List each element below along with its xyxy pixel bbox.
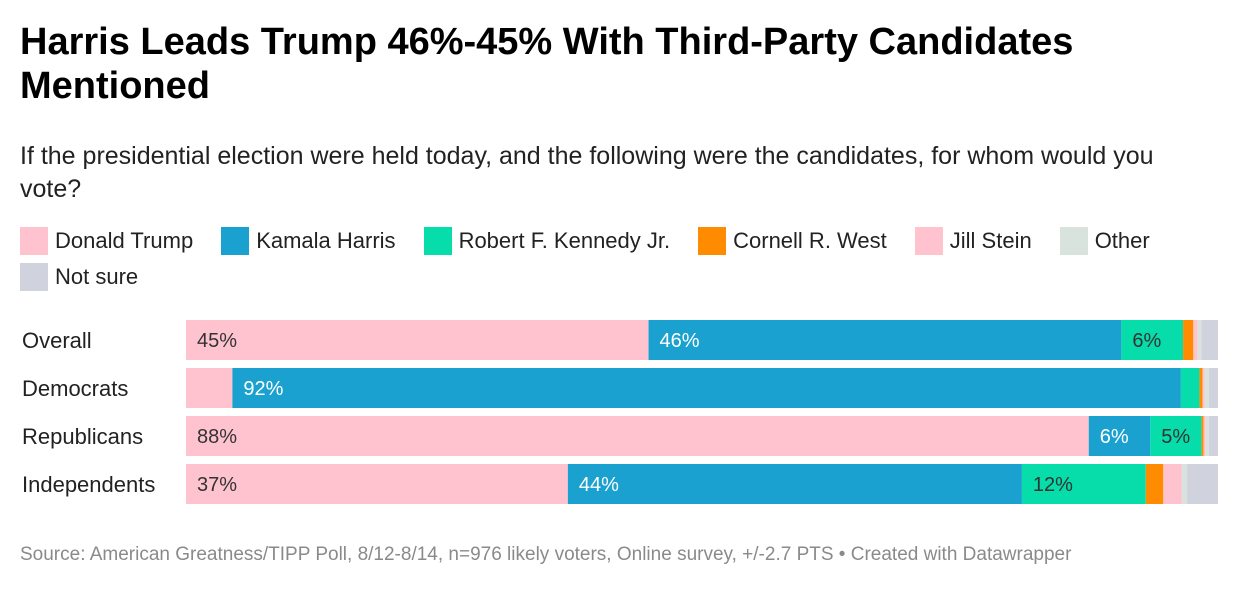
data-label: 6% bbox=[1100, 426, 1129, 448]
bar-segment bbox=[1202, 368, 1205, 408]
data-label: 12% bbox=[1033, 474, 1073, 496]
bar-segment bbox=[1181, 464, 1188, 504]
legend-swatch bbox=[20, 263, 48, 291]
data-label: 92% bbox=[243, 378, 283, 400]
legend-item: Robert F. Kennedy Jr. bbox=[423, 226, 671, 256]
bar-segment bbox=[186, 368, 233, 408]
legend: Donald Trump Kamala Harris Robert F. Kenne… bbox=[20, 226, 1220, 292]
legend-label: Donald Trump bbox=[55, 228, 194, 253]
data-label: 37% bbox=[197, 474, 237, 496]
legend-swatch bbox=[914, 227, 943, 255]
bar-segment bbox=[1197, 320, 1202, 360]
legend-item: Not sure bbox=[20, 262, 138, 292]
category-label: Independents bbox=[22, 472, 155, 497]
legend-swatch bbox=[1059, 227, 1088, 255]
bar-segment bbox=[648, 320, 1122, 360]
category-label: Overall bbox=[22, 328, 92, 353]
bar-segment bbox=[1187, 464, 1218, 504]
legend-label: Robert F. Kennedy Jr. bbox=[458, 228, 671, 253]
data-label: 44% bbox=[579, 474, 619, 496]
bar-segment bbox=[232, 368, 1181, 408]
legend-label: Other bbox=[1094, 228, 1150, 253]
bar-segment bbox=[1193, 320, 1198, 360]
stacked-bar-chart: Overall 45% 46% 6% Democrats 92% Republicans 88… bbox=[22, 320, 1218, 504]
bar-segment bbox=[1201, 416, 1204, 456]
bar-segment bbox=[1021, 464, 1146, 504]
legend-item: Jill Stein bbox=[914, 226, 1032, 256]
legend-item: Donald Trump bbox=[20, 226, 193, 256]
chart-title: Harris Leads Trump 46%-45% With Third-Pa… bbox=[20, 21, 1074, 107]
bar-segment bbox=[1208, 368, 1218, 408]
bar-segment bbox=[1121, 320, 1184, 360]
bar-segment bbox=[1145, 464, 1164, 504]
data-label: 46% bbox=[660, 330, 700, 352]
bar-segment bbox=[1180, 368, 1200, 408]
bar-segment bbox=[567, 464, 1022, 504]
bar-segment bbox=[1203, 416, 1206, 456]
bar-segment bbox=[186, 320, 649, 360]
category-label: Democrats bbox=[22, 376, 128, 401]
data-label: 6% bbox=[1132, 330, 1161, 352]
legend-item: Kamala Harris bbox=[221, 226, 396, 256]
source-note: Source: American Greatness/TIPP Poll, 8/… bbox=[20, 544, 1072, 565]
category-label: Republicans bbox=[22, 424, 143, 449]
bar-segment bbox=[1201, 320, 1218, 360]
bar-segment bbox=[1205, 416, 1209, 456]
legend-label: Jill Stein bbox=[949, 228, 1032, 253]
bar-segment bbox=[1150, 416, 1202, 456]
legend-swatch bbox=[221, 227, 250, 255]
data-label: 5% bbox=[1161, 426, 1190, 448]
bar-segment bbox=[186, 464, 568, 504]
data-label: 88% bbox=[197, 426, 237, 448]
legend-swatch bbox=[423, 227, 452, 255]
chart-subtitle: If the presidential election were held t… bbox=[20, 142, 1154, 203]
bar-segment bbox=[1163, 464, 1182, 504]
bar-segment bbox=[1199, 368, 1203, 408]
legend-swatch bbox=[698, 227, 727, 255]
legend-label: Kamala Harris bbox=[256, 228, 396, 253]
legend-swatch bbox=[20, 227, 48, 255]
legend-item: Cornell R. West bbox=[698, 226, 887, 256]
legend-label: Not sure bbox=[55, 264, 139, 289]
bar-segment bbox=[186, 416, 1089, 456]
bar-segment bbox=[1183, 320, 1194, 360]
bar-segment bbox=[1208, 416, 1218, 456]
bar-segment bbox=[1088, 416, 1151, 456]
legend-item: Other bbox=[1059, 226, 1150, 256]
legend-label: Cornell R. West bbox=[733, 228, 887, 253]
bar-segment bbox=[1204, 368, 1209, 408]
data-label: 45% bbox=[197, 330, 237, 352]
